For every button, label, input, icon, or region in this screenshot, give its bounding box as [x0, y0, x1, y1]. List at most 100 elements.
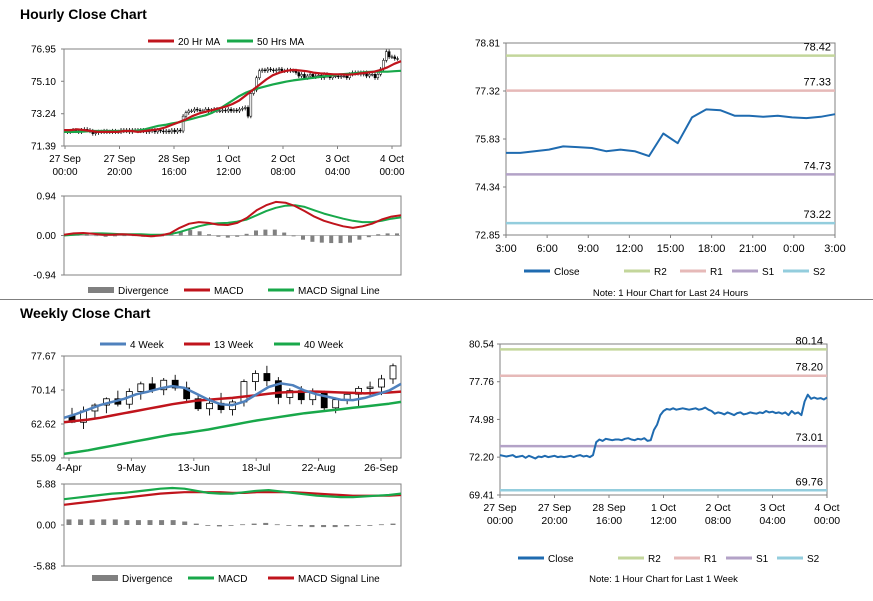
weekly-divergence-bar: [135, 520, 141, 525]
hourly-candle-body: [198, 109, 202, 112]
hourly_pivot-x-tick-label: 6:00: [536, 243, 557, 255]
weekly-divergence-bar: [205, 525, 211, 526]
hourly-price-y-tick-label: 71.39: [31, 142, 56, 153]
weekly-divergence-bar: [367, 525, 373, 526]
hourly-divergence-bar: [84, 234, 89, 236]
weekly_pivot-legend-close-label: Close: [548, 554, 574, 565]
hourly_pivot-x-tick-label: 15:00: [657, 243, 685, 255]
hourly-candle-body: [260, 69, 264, 72]
weekly_pivot-x-tick-time: 04:00: [759, 515, 785, 527]
weekly-price-y-tick-label: 77.67: [31, 352, 56, 363]
hourly-legend-divergence-swatch: [88, 287, 114, 293]
weekly_pivot-note: Note: 1 Hour Chart for Last 1 Week: [589, 574, 738, 585]
hourly-divergence-bar: [291, 235, 296, 237]
hourly-price-x-tick-time: 00:00: [52, 167, 77, 178]
weekly-price-frame: [63, 355, 402, 459]
hourly-divergence-bar: [113, 235, 117, 237]
weekly_pivot-legend-r1-label: R1: [704, 554, 717, 565]
hourly-divergence-bar: [122, 235, 127, 237]
hourly-candle-body: [396, 58, 399, 60]
hourly-divergence-bar: [197, 231, 202, 236]
hourly-candle-body: [297, 72, 301, 77]
weekly-candle-body: [332, 399, 340, 409]
hourly-candle-body: [342, 75, 346, 78]
hourly-candle-body: [311, 74, 315, 78]
weekly-divergence-bar: [274, 524, 280, 526]
weekly_pivot-y-tick-label: 77.76: [469, 377, 494, 388]
weekly-price-y-tick-label: 70.14: [31, 386, 56, 397]
weekly-divergence-bar: [263, 522, 269, 525]
hourly-candle-body: [170, 129, 174, 133]
weekly-price-x-tick-label: 13-Jun: [178, 462, 210, 474]
hourly-divergence-bar: [225, 235, 230, 238]
weekly-section-title: Weekly Close Chart: [20, 305, 151, 321]
weekly-legend-divergence-swatch: [92, 575, 118, 581]
weekly-legend-4week-label: 4 Week: [130, 340, 165, 351]
weekly-legend-signal-label: MACD Signal Line: [298, 574, 380, 585]
hourly-ma20-line: [64, 60, 402, 133]
hourly_pivot-legend-r2-label: R2: [654, 267, 667, 278]
hourly-candle-body: [187, 110, 191, 113]
hourly-candle-body: [280, 68, 284, 72]
hourly_pivot-x-tick-label: 21:00: [739, 243, 767, 255]
hourly-candle-body: [308, 74, 312, 77]
weekly_pivot-x-tick-date: 1 Oct: [651, 502, 676, 514]
hourly_pivot-legend-s2-label: S2: [813, 267, 826, 278]
hourly-divergence-bar: [244, 233, 249, 236]
weekly_pivot-y-tick-label: 80.54: [469, 340, 494, 351]
hourly-candle-body: [263, 69, 267, 72]
weekly-divergence-bar: [170, 520, 176, 525]
weekly-divergence-bar: [159, 520, 165, 525]
hourly_pivot-x-tick-label: 9:00: [578, 243, 599, 255]
weekly-divergence-bar: [286, 525, 292, 526]
hourly-price-x-tick-date: 27 Sep: [104, 154, 136, 165]
hourly-candle-body: [334, 75, 337, 78]
hourly-candle-body: [190, 110, 193, 112]
hourly-candle-body: [246, 107, 250, 117]
hourly-candle-body: [266, 68, 270, 72]
weekly_pivot-x-tick-time: 00:00: [814, 515, 840, 527]
hourly-macd-line: [63, 200, 402, 238]
weekly-divergence-bar: [321, 525, 327, 528]
hourly-divergence-bar: [169, 234, 174, 236]
weekly-legend-40week-label: 40 Week: [304, 340, 344, 351]
weekly_pivot-y-tick-label: 69.41: [469, 491, 494, 502]
weekly-divergence-bar: [147, 520, 153, 525]
weekly_pivot-x-tick-date: 27 Sep: [538, 502, 571, 514]
hourly-divergence-bar: [178, 231, 183, 236]
weekly-divergence-bar: [228, 525, 234, 526]
hourly-candle-body: [368, 74, 371, 77]
hourly-candle-body: [376, 74, 380, 79]
weekly-macd-y-tick-label: -5.88: [33, 562, 56, 573]
weekly-divergence-bar: [390, 523, 396, 525]
weekly-divergence-bar: [355, 525, 361, 526]
weekly_pivot-x-tick-date: 28 Sep: [592, 502, 625, 514]
hourly-divergence-bar: [348, 235, 352, 243]
weekly-price-x-tick-label: 26-Sep: [364, 462, 398, 474]
weekly-ma4-line: [63, 382, 402, 419]
hourly-section-title: Hourly Close Chart: [20, 6, 147, 22]
hourly-divergence-bar: [319, 235, 324, 243]
hourly-macd-y-tick-label: 0.94: [37, 192, 57, 203]
hourly-divergence-bar: [188, 230, 193, 236]
hourly-candle-body: [269, 68, 272, 71]
weekly_pivot-x-tick-date: 4 Oct: [814, 502, 839, 514]
weekly-divergence-bar: [344, 525, 350, 527]
weekly_pivot-close-line: [499, 393, 828, 460]
hourly-candle-body: [195, 108, 199, 111]
hourly-divergence-bar: [338, 235, 343, 244]
weekly_pivot-y-tick-label: 74.98: [469, 415, 494, 426]
weekly-candle-body: [171, 379, 179, 389]
hourly-candle-body: [272, 69, 275, 72]
hourly-candle-body: [238, 108, 241, 112]
hourly-candle-body: [176, 129, 179, 133]
hourly-legend-divergence-label: Divergence: [118, 286, 169, 297]
hourly_pivot-level-r2-label: 78.42: [803, 42, 831, 54]
weekly-candle-body: [206, 402, 213, 410]
hourly-price-x-tick-date: 3 Oct: [326, 154, 350, 165]
hourly-divergence-bar: [263, 229, 268, 236]
hourly-candle-body: [224, 109, 227, 112]
weekly-candle-body: [252, 373, 259, 383]
weekly-price-x-tick-label: 22-Aug: [302, 462, 336, 474]
